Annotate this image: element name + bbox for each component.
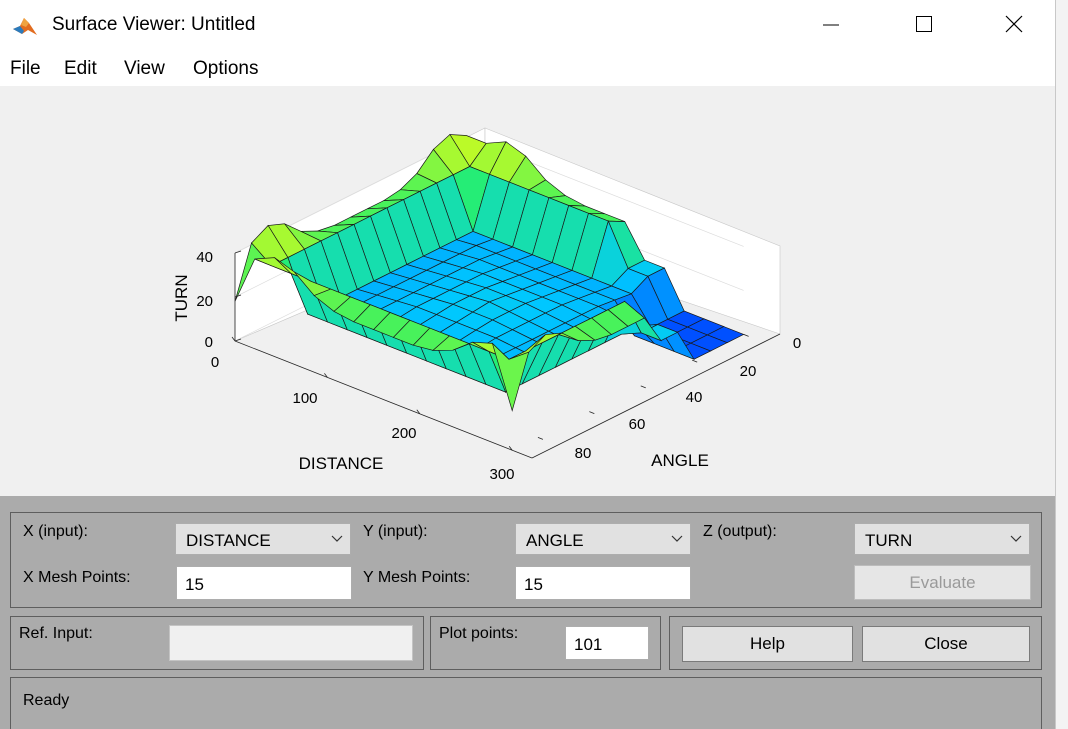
y-axis-line <box>531 333 781 459</box>
z-output-label: Z (output): <box>703 523 777 540</box>
y-input-label: Y (input): <box>363 523 428 540</box>
surface-plot-area[interactable]: 40 20 0 TURN 0 100 200 300 DISTANCE 0 20… <box>0 86 1055 496</box>
axis-ticks <box>231 250 749 451</box>
z-tick-label: 20 <box>196 293 213 310</box>
tick-mark <box>231 336 236 342</box>
x-tick-label: 100 <box>292 390 317 407</box>
menu-file[interactable]: File <box>10 58 41 79</box>
evaluate-button[interactable]: Evaluate <box>854 565 1031 600</box>
controls-area: X (input): DISTANCE Y (input): ANGLE Z (… <box>0 496 1055 729</box>
menu-options[interactable]: Options <box>193 58 259 79</box>
matlab-icon <box>12 15 38 37</box>
minimize-icon <box>821 14 841 39</box>
x-mesh-label: X Mesh Points: <box>23 569 131 586</box>
plot-points-input[interactable]: 101 <box>565 626 649 660</box>
z-output-select[interactable]: TURN <box>854 523 1030 555</box>
x-input-select[interactable]: DISTANCE <box>175 523 351 555</box>
z-tick-label: 0 <box>205 334 213 351</box>
tick-mark <box>234 338 242 342</box>
chevron-down-icon <box>1002 524 1029 554</box>
x-tick-label: 0 <box>211 354 219 371</box>
tick-mark <box>234 250 242 254</box>
surface-facet <box>491 342 530 412</box>
y-tick-label: 60 <box>629 416 646 433</box>
tick-mark <box>589 411 595 414</box>
chevron-down-icon <box>663 524 690 554</box>
background-window-edge <box>1055 0 1068 729</box>
tick-mark <box>537 436 544 440</box>
y-mesh-label: Y Mesh Points: <box>363 569 471 586</box>
surface-mesh <box>234 133 745 412</box>
menu-edit[interactable]: Edit <box>64 58 97 79</box>
maximize-button[interactable] <box>901 6 947 46</box>
menu-bar: File Edit View Options <box>0 54 1055 86</box>
ref-input-panel: Ref. Input: <box>10 616 424 670</box>
x-axis-label: DISTANCE <box>299 454 384 473</box>
tick-mark <box>640 385 646 389</box>
y-tick-label: 20 <box>740 363 757 380</box>
y-tick-label: 80 <box>575 445 592 462</box>
z-axis-label: TURN <box>172 274 191 321</box>
surface-plot: 40 20 0 TURN 0 100 200 300 DISTANCE 0 20… <box>172 127 801 483</box>
menu-view[interactable]: View <box>124 58 165 79</box>
y-mesh-points-input[interactable]: 15 <box>515 566 691 600</box>
tick-mark <box>508 445 513 451</box>
x-input-label: X (input): <box>23 523 88 540</box>
x-tick-label: 300 <box>489 466 514 483</box>
title-bar: Surface Viewer: Untitled <box>0 0 1055 54</box>
tick-mark <box>234 294 242 298</box>
x-mesh-points-input[interactable]: 15 <box>176 566 352 600</box>
ref-input-field[interactable] <box>169 625 413 661</box>
window-title: Surface Viewer: Untitled <box>52 14 256 35</box>
buttons-panel: Help Close <box>669 616 1042 670</box>
axes-panel: X (input): DISTANCE Y (input): ANGLE Z (… <box>10 512 1042 608</box>
close-icon <box>1004 14 1024 39</box>
y-axis-label: ANGLE <box>651 451 709 470</box>
y-input-select[interactable]: ANGLE <box>515 523 691 555</box>
ref-input-label: Ref. Input: <box>19 625 93 642</box>
chevron-down-icon <box>323 524 350 554</box>
tick-mark <box>743 334 749 337</box>
y-tick-label: 40 <box>686 389 703 406</box>
minimize-button[interactable] <box>808 6 854 46</box>
x-tick-label: 200 <box>391 425 416 442</box>
z-tick-label: 40 <box>196 249 213 266</box>
x-axis-line <box>234 340 533 459</box>
y-tick-label: 0 <box>793 335 801 352</box>
status-text: Ready <box>23 692 70 709</box>
close-window-button[interactable] <box>991 6 1037 46</box>
tick-mark <box>324 373 328 378</box>
maximize-icon <box>914 14 934 39</box>
close-button[interactable]: Close <box>862 626 1030 662</box>
tick-mark <box>692 359 698 363</box>
tick-mark <box>416 409 421 415</box>
plot-points-panel: Plot points: 101 <box>430 616 661 670</box>
help-button[interactable]: Help <box>682 626 853 662</box>
plot-points-label: Plot points: <box>439 625 519 642</box>
status-panel: Ready <box>10 677 1042 729</box>
